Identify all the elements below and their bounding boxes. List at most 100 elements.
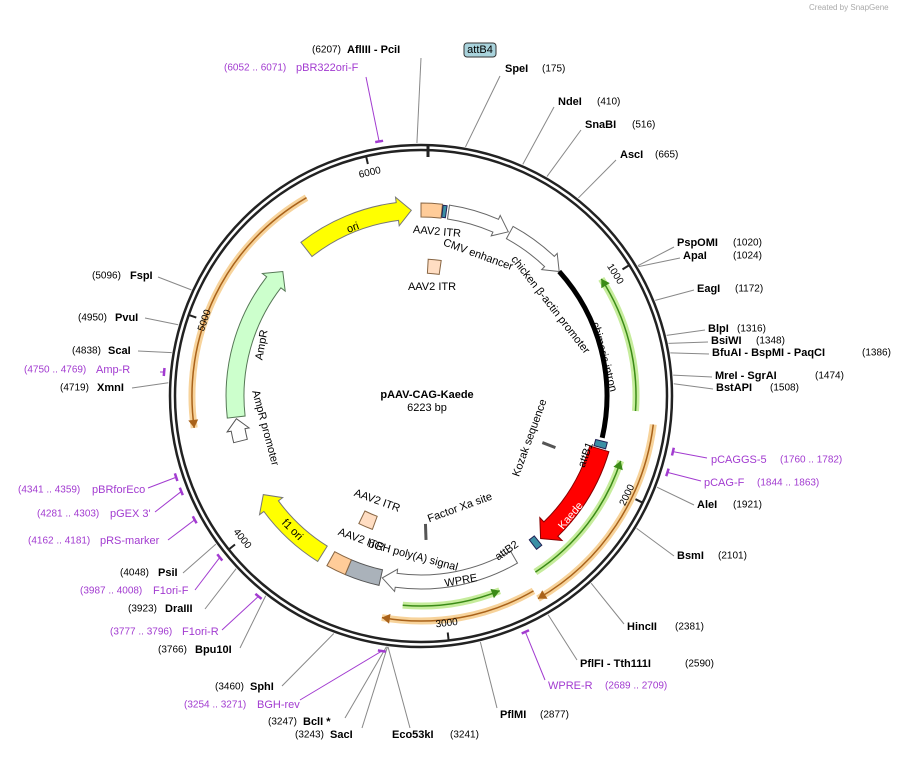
primer-name: BGH-rev bbox=[257, 699, 300, 711]
primer-leader bbox=[667, 472, 701, 481]
ring-tick-label: 4000 bbox=[231, 527, 254, 552]
site-leader bbox=[578, 160, 616, 198]
primer-leader bbox=[222, 596, 258, 630]
feature-label: AAV2 ITR bbox=[413, 224, 462, 240]
primer-range: (3777 .. 3796) bbox=[110, 627, 172, 638]
primer-range: (1760 .. 1782) bbox=[780, 455, 842, 466]
feature-polya bbox=[345, 560, 382, 586]
site-name: FspI bbox=[130, 270, 153, 282]
site-name: XmnI bbox=[97, 382, 124, 394]
site-position: (5096) bbox=[92, 271, 121, 282]
site-position: (175) bbox=[542, 64, 565, 75]
site-name: AflIII - PciI bbox=[347, 44, 400, 56]
site-leader bbox=[591, 583, 624, 624]
site-position: (2381) bbox=[675, 622, 704, 633]
site-leader bbox=[132, 383, 168, 388]
feature-kaede bbox=[540, 446, 609, 541]
site-name: MreI - SgrAI bbox=[715, 370, 777, 382]
site-position: (4048) bbox=[120, 568, 149, 579]
site-position: (4719) bbox=[60, 383, 89, 394]
site-leader bbox=[637, 528, 674, 556]
plasmid-length: 6223 bp bbox=[407, 402, 447, 414]
primer-site bbox=[180, 488, 183, 495]
feature-label: AAV2 ITR bbox=[408, 281, 456, 293]
site-leader bbox=[548, 615, 577, 660]
primer-name: pBRforEco bbox=[92, 484, 145, 496]
primer-range: (6052 .. 6071) bbox=[224, 63, 286, 74]
primer-name: Amp-R bbox=[96, 364, 130, 376]
site-name: SpeI bbox=[505, 63, 528, 75]
site-name: AscI bbox=[620, 149, 643, 161]
site-position: (1921) bbox=[733, 500, 762, 511]
primer-range: (4750 .. 4769) bbox=[24, 365, 86, 376]
site-leader bbox=[673, 375, 712, 377]
site-leader bbox=[205, 569, 236, 609]
site-leader bbox=[138, 351, 172, 353]
primer-range: (4281 .. 4303) bbox=[37, 509, 99, 520]
site-name: ApaI bbox=[683, 250, 707, 262]
site-position: (2877) bbox=[540, 710, 569, 721]
feature-label: Kozak sequence bbox=[510, 398, 549, 479]
feature-attb bbox=[529, 536, 542, 549]
feature-amp-promoter bbox=[227, 419, 249, 443]
site-position: (1020) bbox=[733, 238, 762, 249]
feature-factorxa bbox=[425, 524, 426, 540]
site-position: (3241) bbox=[450, 730, 479, 741]
primer-leader bbox=[366, 77, 379, 141]
primer-range: (3987 .. 4008) bbox=[80, 586, 142, 597]
primer-name: pRS-marker bbox=[100, 535, 160, 547]
site-name: Bpu10I bbox=[195, 644, 232, 656]
site-leader bbox=[668, 342, 708, 343]
primer-name: WPRE-R bbox=[548, 680, 593, 692]
primer-name: F1ori-R bbox=[182, 626, 219, 638]
site-leader bbox=[670, 353, 709, 354]
ring-tick-label: 6000 bbox=[358, 165, 383, 181]
site-leader bbox=[362, 647, 388, 728]
feature-attb bbox=[442, 205, 447, 217]
site-leader bbox=[674, 384, 713, 389]
site-position: (1172) bbox=[735, 284, 763, 295]
site-position: (1348) bbox=[756, 336, 785, 347]
primer-range: (3254 .. 3271) bbox=[184, 700, 246, 711]
site-name: ScaI bbox=[108, 345, 131, 357]
feature-label: AmpR promoter bbox=[249, 389, 281, 467]
feature-label: Factor Xa site bbox=[426, 491, 494, 525]
primer-name: pCAG-F bbox=[704, 477, 745, 489]
feature-itr bbox=[427, 259, 441, 274]
primer-name: F1ori-F bbox=[153, 585, 189, 597]
site-position: (3766) bbox=[158, 645, 187, 656]
site-position: (1386) bbox=[862, 348, 891, 359]
site-position: (665) bbox=[655, 150, 678, 161]
site-leader bbox=[417, 58, 421, 143]
ring-tick-label: 5000 bbox=[196, 308, 214, 333]
primer-name: pCAGGS-5 bbox=[711, 454, 767, 466]
site-leader bbox=[345, 647, 386, 718]
site-position: (2590) bbox=[685, 659, 714, 670]
site-position: (516) bbox=[632, 120, 655, 131]
site-name: SacI bbox=[330, 729, 353, 741]
site-name: BfuAI - BspMI - PaqCI bbox=[712, 347, 825, 359]
site-name: HincII bbox=[627, 621, 657, 633]
site-name: AleI bbox=[697, 499, 717, 511]
site-leader bbox=[547, 130, 581, 177]
feature-itr bbox=[359, 511, 377, 529]
feature-label: attB4 bbox=[467, 44, 493, 56]
site-leader bbox=[667, 330, 705, 335]
site-name: BsiWI bbox=[711, 335, 742, 347]
site-position: (1474) bbox=[815, 371, 844, 382]
plasmid-name: pAAV-CAG-Kaede bbox=[380, 389, 473, 401]
site-position: (1316) bbox=[737, 324, 766, 335]
site-name: PflFI - Tth111I bbox=[580, 658, 651, 670]
site-leader bbox=[145, 318, 178, 325]
site-position: (3243) bbox=[295, 730, 324, 741]
site-name: PspOMI bbox=[677, 237, 718, 249]
feature-label: AAV2 ITR bbox=[352, 487, 401, 515]
primer-name: pBR322ori-F bbox=[296, 62, 359, 74]
site-position: (4838) bbox=[72, 346, 101, 357]
site-leader bbox=[465, 76, 500, 147]
site-position: (6207) bbox=[312, 45, 341, 56]
site-position: (2101) bbox=[718, 551, 747, 562]
site-leader bbox=[655, 290, 694, 300]
